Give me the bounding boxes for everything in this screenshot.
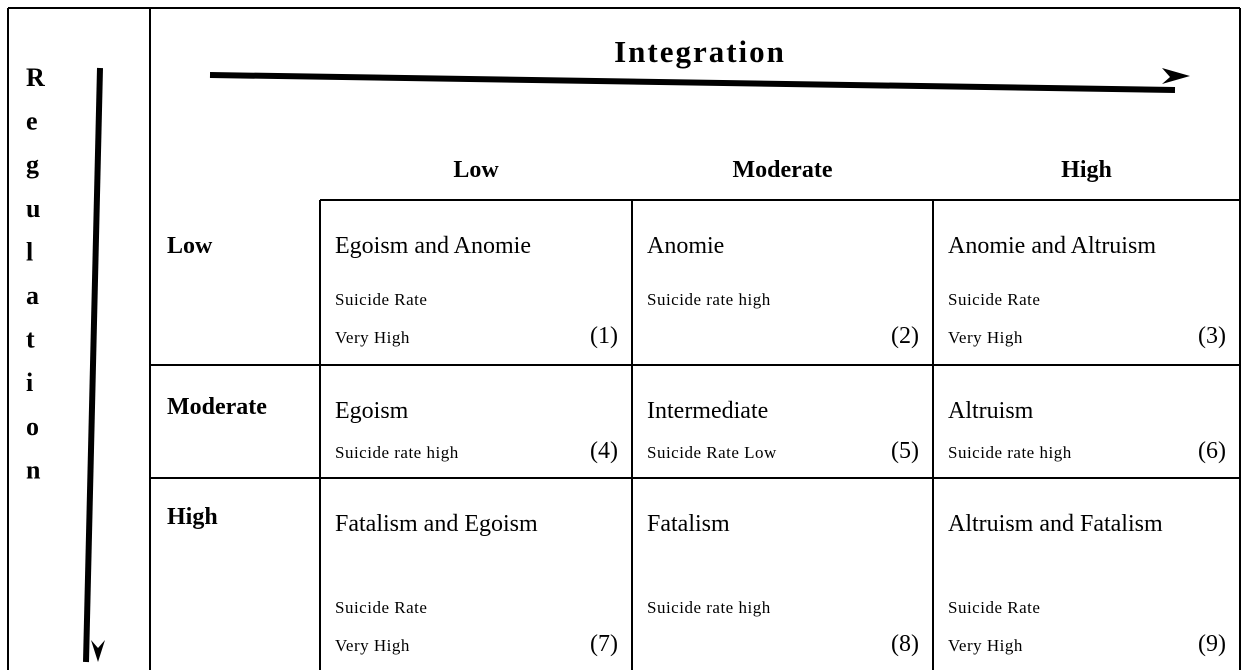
cell-number: (6) — [1198, 438, 1226, 464]
regulation-letter: t — [26, 325, 35, 354]
cell-number: (4) — [590, 438, 618, 464]
regulation-letter: o — [26, 412, 39, 441]
row-header: High — [167, 504, 218, 530]
arrow-head — [91, 640, 105, 662]
frame — [7, 7, 1241, 670]
cell-title: Altruism — [948, 398, 1034, 424]
row-header: Low — [167, 233, 213, 259]
cell-title: Fatalism — [647, 511, 730, 537]
cell-title: Intermediate — [647, 398, 768, 424]
arrow-shaft — [209, 72, 1176, 93]
cell-note: Suicide Rate — [335, 598, 427, 617]
cell-number: (2) — [891, 323, 919, 349]
cell-note: Suicide rate high — [647, 598, 771, 617]
cell-note: Suicide Rate — [948, 290, 1040, 309]
arrow-shaft — [83, 67, 103, 663]
cell-title: Altruism and Fatalism — [948, 511, 1163, 537]
regulation-arrow — [83, 67, 105, 663]
cell-title: Anomie — [647, 233, 724, 259]
regulation-letter: i — [26, 368, 33, 397]
regulation-letter: n — [26, 455, 41, 484]
cell-note: Very High — [948, 328, 1023, 347]
cell-title: Anomie and Altruism — [948, 233, 1156, 259]
arrow-head — [1162, 68, 1190, 84]
cell-title: Egoism — [335, 398, 409, 424]
cell-note: Very High — [948, 636, 1023, 655]
cell-note: Very High — [335, 328, 410, 347]
regulation-letter: l — [26, 237, 33, 266]
cell-note: Suicide rate high — [335, 443, 459, 462]
regulation-letter: a — [26, 281, 39, 310]
regulation-letter: u — [26, 194, 40, 223]
cell-note: Suicide Rate — [948, 598, 1040, 617]
cell-number: (8) — [891, 631, 919, 657]
cell-note: Suicide Rate — [335, 290, 427, 309]
cell-number: (7) — [590, 631, 618, 657]
cell-number: (9) — [1198, 631, 1226, 657]
regulation-letter: g — [26, 150, 39, 179]
integration-title: Integration — [614, 34, 786, 69]
regulation-letter: e — [26, 107, 38, 136]
column-header: High — [1061, 157, 1112, 183]
regulation-letter: R — [26, 63, 45, 92]
cell-title: Egoism and Anomie — [335, 233, 531, 259]
cell-note: Suicide rate high — [647, 290, 771, 309]
column-header: Moderate — [733, 157, 833, 183]
cell-note: Suicide Rate Low — [647, 443, 777, 462]
column-header: Low — [453, 157, 499, 183]
cell-number: (5) — [891, 438, 919, 464]
cell-note: Suicide rate high — [948, 443, 1072, 462]
cell-number: (1) — [590, 323, 618, 349]
cell-note: Very High — [335, 636, 410, 655]
cell-number: (3) — [1198, 323, 1226, 349]
row-header: Moderate — [167, 394, 267, 420]
cell-title: Fatalism and Egoism — [335, 511, 538, 537]
integration-arrow — [209, 68, 1190, 93]
